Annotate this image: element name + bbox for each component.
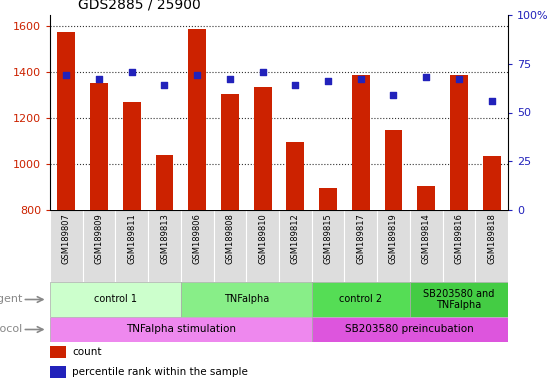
Bar	[384, 130, 402, 210]
Text: count: count	[72, 347, 102, 357]
Bar	[410, 210, 442, 282]
Point	[454, 76, 463, 83]
Text: GSM189814: GSM189814	[422, 213, 431, 264]
Bar	[50, 282, 181, 317]
Bar	[417, 186, 435, 210]
Text: GDS2885 / 25900: GDS2885 / 25900	[78, 0, 201, 11]
Bar	[312, 210, 344, 282]
Text: GSM189812: GSM189812	[291, 213, 300, 264]
Bar	[319, 188, 337, 210]
Bar	[123, 102, 141, 210]
Text: percentile rank within the sample: percentile rank within the sample	[72, 367, 248, 377]
Point	[324, 78, 333, 84]
Bar	[181, 210, 214, 282]
Bar	[483, 156, 501, 210]
Bar	[450, 74, 468, 210]
Bar	[475, 210, 508, 282]
Text: GSM189811: GSM189811	[127, 213, 136, 264]
Text: GSM189809: GSM189809	[94, 213, 104, 264]
Bar	[279, 210, 312, 282]
Bar	[57, 32, 75, 210]
Text: GSM189817: GSM189817	[357, 213, 365, 264]
Text: agent: agent	[0, 295, 22, 305]
Text: GSM189815: GSM189815	[324, 213, 333, 264]
Text: TNFalpha stimulation: TNFalpha stimulation	[126, 324, 236, 334]
Bar	[148, 210, 181, 282]
Text: SB203580 preincubation: SB203580 preincubation	[345, 324, 474, 334]
Bar	[246, 210, 279, 282]
Bar	[188, 29, 206, 210]
Point	[127, 68, 136, 74]
Bar	[50, 317, 312, 342]
Bar	[286, 142, 304, 210]
Bar	[83, 210, 116, 282]
Text: GSM189813: GSM189813	[160, 213, 169, 264]
Text: control 2: control 2	[339, 295, 382, 305]
Text: GSM189818: GSM189818	[487, 213, 496, 264]
Bar	[344, 210, 377, 282]
Bar	[312, 317, 508, 342]
Point	[422, 74, 431, 81]
Bar	[50, 366, 66, 378]
Point	[193, 72, 201, 78]
Bar	[221, 94, 239, 210]
Bar	[352, 74, 370, 210]
Text: TNFalpha: TNFalpha	[224, 295, 269, 305]
Bar	[181, 282, 312, 317]
Point	[487, 98, 496, 104]
Bar	[442, 210, 475, 282]
Point	[258, 68, 267, 74]
Bar	[312, 282, 410, 317]
Bar	[90, 83, 108, 210]
Text: protocol: protocol	[0, 324, 22, 334]
Point	[95, 76, 104, 83]
Bar	[50, 346, 66, 358]
Bar	[156, 155, 174, 210]
Text: GSM189807: GSM189807	[62, 213, 71, 264]
Text: GSM189808: GSM189808	[225, 213, 234, 264]
Point	[62, 72, 71, 78]
Bar	[50, 210, 83, 282]
Point	[291, 82, 300, 88]
Bar	[214, 210, 246, 282]
Bar	[254, 87, 272, 210]
Text: GSM189810: GSM189810	[258, 213, 267, 264]
Bar	[116, 210, 148, 282]
Point	[225, 76, 234, 83]
Text: GSM189816: GSM189816	[454, 213, 464, 264]
Point	[160, 82, 169, 88]
Point	[389, 92, 398, 98]
Point	[357, 76, 365, 83]
Text: GSM189806: GSM189806	[193, 213, 201, 264]
Text: control 1: control 1	[94, 295, 137, 305]
Text: SB203580 and
TNFalpha: SB203580 and TNFalpha	[423, 289, 494, 310]
Bar	[410, 282, 508, 317]
Bar	[377, 210, 410, 282]
Text: GSM189819: GSM189819	[389, 213, 398, 264]
